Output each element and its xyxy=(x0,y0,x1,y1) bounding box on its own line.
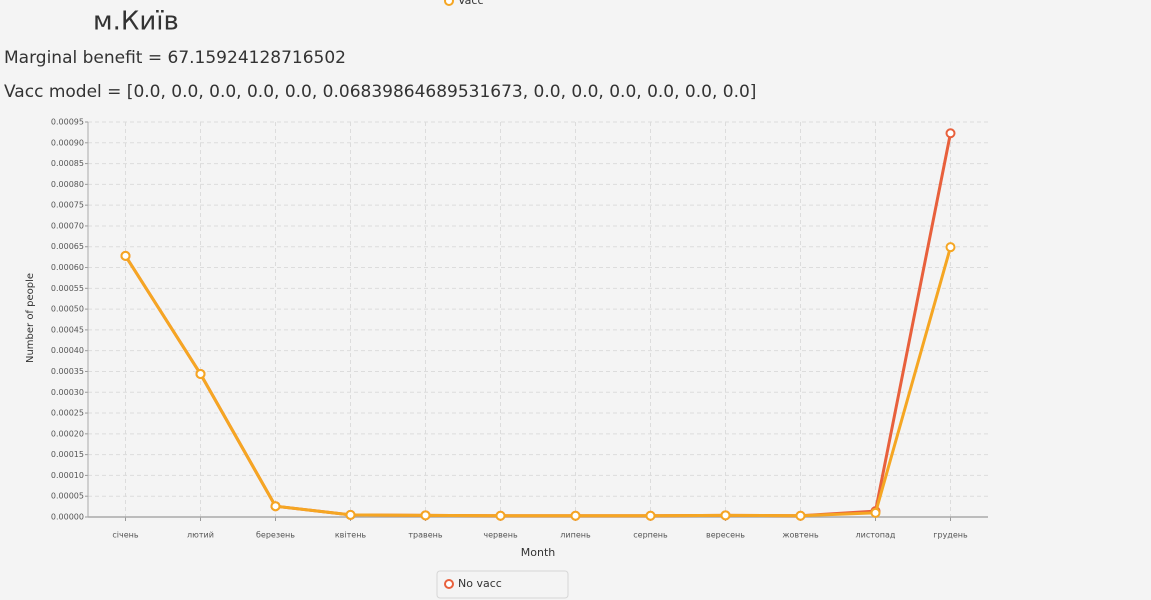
data-point xyxy=(795,510,806,521)
y-tick-label: 0.00095 xyxy=(51,118,84,127)
x-tick-label: квітень xyxy=(335,531,367,540)
x-tick-label: вересень xyxy=(706,531,745,540)
x-tick-label: січень xyxy=(112,531,139,540)
y-tick-label: 0.00060 xyxy=(51,263,84,272)
data-point xyxy=(870,507,881,518)
x-tick-label: грудень xyxy=(933,531,968,540)
data-point xyxy=(570,510,581,521)
data-point xyxy=(120,250,131,261)
y-axis-label: Number of people xyxy=(25,273,36,363)
data-point xyxy=(270,501,281,512)
legend-box xyxy=(436,570,569,599)
x-tick-label: серпень xyxy=(633,531,668,540)
x-axis-label: Month xyxy=(521,546,556,559)
y-tick-label: 0.00015 xyxy=(51,450,84,459)
y-tick-label: 0.00090 xyxy=(51,138,84,147)
y-tick-label: 0.00025 xyxy=(51,409,84,418)
data-point xyxy=(645,510,656,521)
legend-marker xyxy=(444,579,454,589)
y-tick-label: 0.00055 xyxy=(51,284,84,293)
series-line xyxy=(124,246,952,518)
y-tick-label: 0.00070 xyxy=(51,221,84,230)
data-point xyxy=(945,242,956,253)
y-tick-label: 0.00045 xyxy=(51,325,84,334)
data-point xyxy=(495,510,506,521)
y-tick-label: 0.00030 xyxy=(51,388,84,397)
x-tick-label: травень xyxy=(408,531,443,540)
marginal-benefit: Marginal benefit = 67.15924128716502 xyxy=(4,48,346,68)
y-tick-label: 0.00005 xyxy=(51,492,84,501)
y-tick-label: 0.00000 xyxy=(51,513,84,522)
y-tick-label: 0.00065 xyxy=(51,242,84,251)
x-tick-label: липень xyxy=(560,531,591,540)
legend-label: Vacc xyxy=(458,0,484,7)
data-point xyxy=(345,509,356,520)
data-point xyxy=(420,510,431,521)
x-tick-label: жовтень xyxy=(782,531,819,540)
y-tick-label: 0.00075 xyxy=(51,201,84,210)
x-tick-label: червень xyxy=(483,531,518,540)
data-point xyxy=(195,368,206,379)
city-title: м.Київ xyxy=(93,7,179,37)
data-point xyxy=(945,128,956,139)
y-tick-label: 0.00050 xyxy=(51,305,84,314)
legend-label: No vacc xyxy=(458,577,502,590)
legend-marker xyxy=(444,0,454,6)
y-tick-label: 0.00020 xyxy=(51,429,84,438)
x-tick-label: лютий xyxy=(187,531,214,540)
data-point xyxy=(720,510,731,521)
y-tick-label: 0.00080 xyxy=(51,180,84,189)
y-tick-label: 0.00085 xyxy=(51,159,84,168)
vacc-model: Vacc model = [0.0, 0.0, 0.0, 0.0, 0.0, 0… xyxy=(4,82,756,102)
x-tick-label: листопад xyxy=(856,531,896,540)
y-tick-label: 0.00035 xyxy=(51,367,84,376)
x-tick-label: березень xyxy=(256,531,295,540)
y-tick-label: 0.00040 xyxy=(51,346,84,355)
y-tick-label: 0.00010 xyxy=(51,471,84,480)
